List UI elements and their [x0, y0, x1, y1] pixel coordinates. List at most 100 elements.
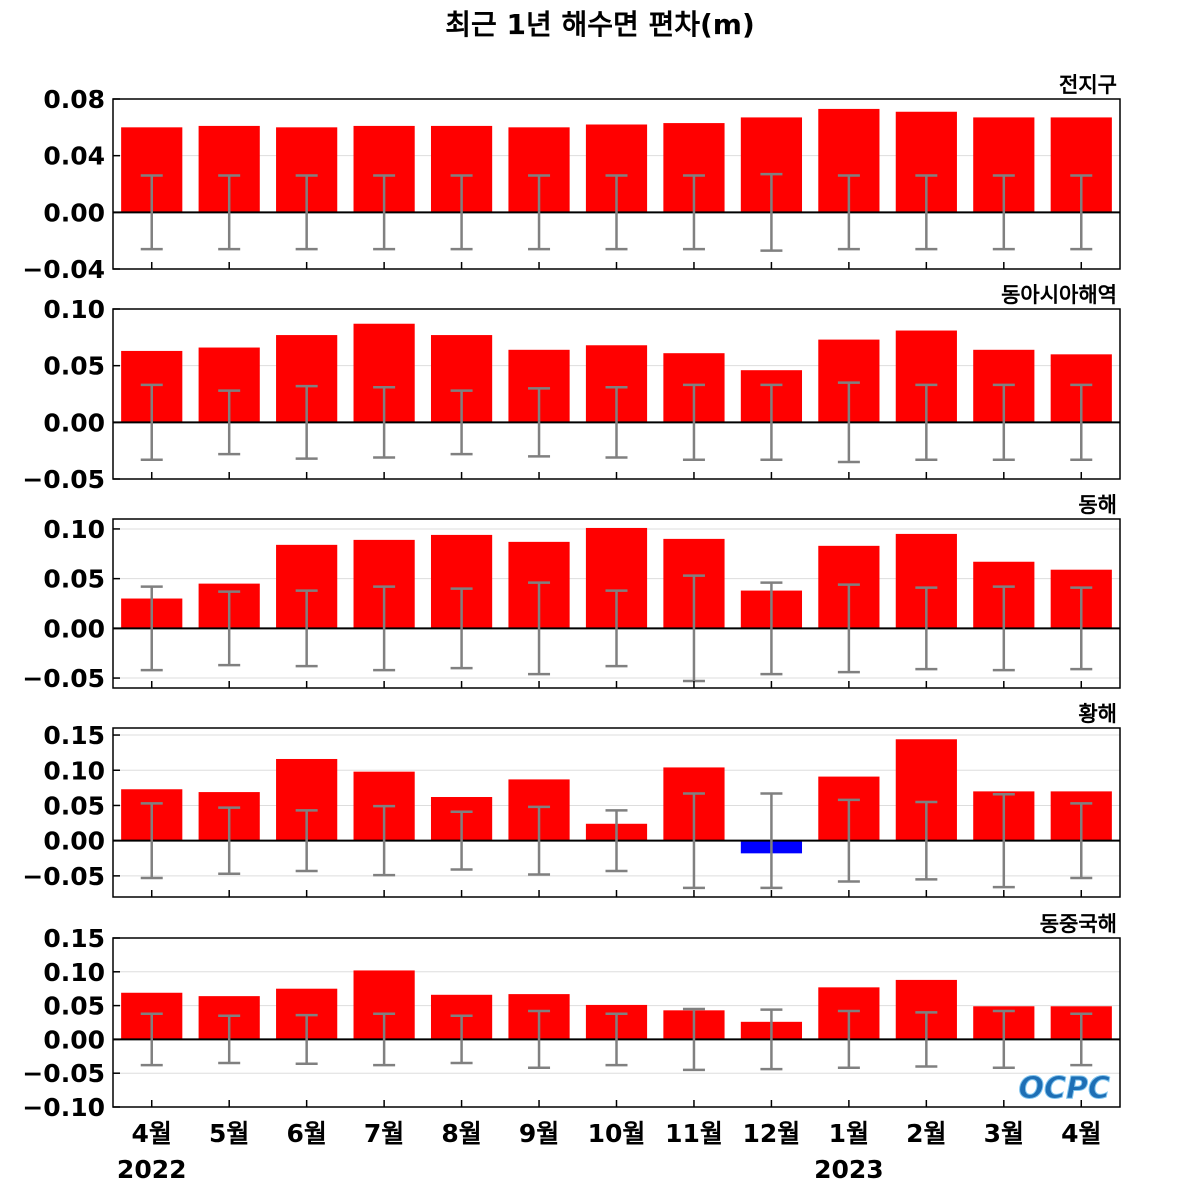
- x-tick-label: 10월: [588, 1119, 646, 1148]
- y-tick-label: 0.05: [43, 992, 105, 1021]
- y-tick-label: 0.10: [43, 295, 105, 324]
- error-bar: [992, 585, 1015, 672]
- error-bar: [528, 174, 551, 251]
- error-bar: [1070, 586, 1093, 671]
- panel-frame: [112, 937, 1121, 1108]
- error-bar: [605, 174, 628, 251]
- y-tick-label: 0.05: [43, 791, 105, 820]
- error-bar: [218, 389, 241, 456]
- error-bar: [837, 583, 860, 674]
- y-tick-label: 0.15: [43, 924, 105, 953]
- error-bar: [528, 805, 551, 876]
- error-bar: [915, 586, 938, 671]
- y-tick-label: 0.05: [43, 352, 105, 381]
- ocpc-logo: OCPC: [1018, 1071, 1111, 1107]
- error-bar: [1070, 1012, 1093, 1067]
- error-bar: [760, 383, 783, 461]
- error-bar: [837, 798, 860, 883]
- error-bar: [450, 810, 473, 871]
- error-bar: [760, 581, 783, 676]
- error-bar: [760, 172, 783, 252]
- y-tick-label: 0.00: [43, 1025, 105, 1054]
- error-bar: [140, 585, 163, 672]
- panel-5: −0.10 −0.05 0.00 0.05 0.10 0.15 동중국해: [22, 912, 1121, 1122]
- panel-3: −0.05 0.00 0.05 0.10 동해: [22, 493, 1121, 693]
- x-tick-label: 11월: [665, 1119, 723, 1148]
- error-bar: [605, 385, 628, 459]
- error-bar: [295, 809, 318, 873]
- error-bar: [140, 802, 163, 880]
- error-bar: [295, 1013, 318, 1065]
- y-tick-label: 0.15: [43, 721, 105, 750]
- panel-frame: [112, 98, 1121, 270]
- error-bar: [837, 1009, 860, 1070]
- x-tick-label: 3월: [984, 1119, 1024, 1148]
- error-bar: [528, 581, 551, 676]
- x-tick-label: 12월: [743, 1119, 801, 1148]
- x-tick-label: 4월: [132, 1119, 172, 1148]
- error-bar: [450, 174, 473, 251]
- y-tick-label: 0.00: [43, 614, 105, 643]
- error-bar: [373, 804, 396, 877]
- y-tick-label: 0.00: [43, 198, 105, 227]
- panel-frame: [112, 308, 1121, 480]
- error-bar: [140, 174, 163, 251]
- error-bar: [915, 383, 938, 461]
- panel-2: −0.05 0.00 0.05 0.10 동아시아해역: [22, 283, 1121, 494]
- error-bar: [837, 174, 860, 251]
- error-bar: [1070, 383, 1093, 461]
- y-tick-label: 0.00: [43, 408, 105, 437]
- panel-1: −0.04 0.00 0.04 0.08 전지구: [22, 73, 1121, 284]
- error-bar: [682, 383, 705, 461]
- error-bar: [992, 1009, 1015, 1070]
- y-tick-label: 0.10: [43, 515, 105, 544]
- error-bar: [295, 384, 318, 460]
- error-bar: [450, 389, 473, 456]
- y-tick-label: −0.05: [22, 1059, 105, 1088]
- error-bar: [373, 385, 396, 459]
- error-bar: [682, 1007, 705, 1072]
- error-bar: [218, 590, 241, 667]
- error-bar: [373, 174, 396, 251]
- panel-title: 동아시아해역: [1001, 283, 1117, 307]
- error-bar: [218, 174, 241, 251]
- error-bar: [605, 1012, 628, 1067]
- x-tick-label: 7월: [364, 1119, 404, 1148]
- x-tick-label: 6월: [286, 1119, 326, 1148]
- y-tick-label: 0.05: [43, 565, 105, 594]
- error-bar: [915, 174, 938, 251]
- y-tick-label: −0.05: [22, 664, 105, 693]
- error-bar: [450, 587, 473, 670]
- x-tick-label: 9월: [519, 1119, 559, 1148]
- y-tick-label: −0.05: [22, 862, 105, 891]
- error-bar: [605, 809, 628, 873]
- panel-title: 황해: [1078, 702, 1117, 726]
- error-bar: [140, 1012, 163, 1067]
- y-tick-label: 0.10: [43, 756, 105, 785]
- x-tick-label: 5월: [209, 1119, 249, 1148]
- error-bar: [450, 1014, 473, 1065]
- year-label: 2023: [814, 1155, 884, 1184]
- panel-title: 동해: [1078, 493, 1117, 517]
- error-bar: [682, 174, 705, 251]
- error-bar: [760, 1008, 783, 1071]
- y-tick-label: −0.04: [22, 255, 105, 284]
- chart-title: 최근 1년 해수면 편차(m): [445, 8, 755, 41]
- panel-frame: [112, 727, 1121, 898]
- error-bar: [915, 1011, 938, 1068]
- panel-frame: [112, 518, 1121, 689]
- y-tick-label: −0.10: [22, 1093, 105, 1122]
- error-bar: [140, 383, 163, 461]
- error-bar: [915, 800, 938, 881]
- ocpc-logo-text: OCPC: [1018, 1071, 1110, 1106]
- y-tick-label: 0.04: [43, 142, 105, 171]
- panel-title: 전지구: [1059, 73, 1117, 97]
- x-tick-label: 8월: [441, 1119, 481, 1148]
- panel-title: 동중국해: [1040, 912, 1117, 936]
- error-bar: [528, 387, 551, 458]
- error-bar: [218, 1014, 241, 1065]
- error-bar: [295, 589, 318, 668]
- error-bar: [1070, 174, 1093, 251]
- error-bar: [992, 383, 1015, 461]
- y-tick-label: 0.08: [43, 85, 105, 114]
